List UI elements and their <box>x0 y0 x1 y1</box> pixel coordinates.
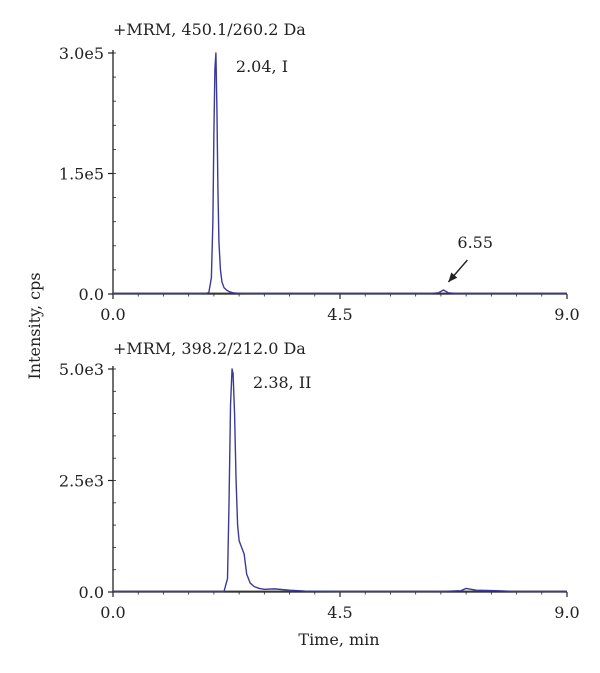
x-tick-label: 0.0 <box>100 305 125 324</box>
x-tick-label: 4.5 <box>327 603 352 622</box>
x-axis-label: Time, min <box>298 630 379 649</box>
y-tick-label: 3.0e5 <box>59 44 104 63</box>
x-tick-label: 4.5 <box>327 305 352 324</box>
annotation-arrowhead <box>448 272 458 282</box>
y-tick-label: 0.0 <box>79 285 104 304</box>
peak-annotation: 2.38, II <box>253 373 311 392</box>
peak-annotation: 2.04, I <box>236 57 288 76</box>
x-tick-label: 9.0 <box>554 603 579 622</box>
y-tick-label: 2.5e3 <box>59 472 104 491</box>
series-line <box>113 52 567 295</box>
y-tick-label: 5.0e3 <box>59 360 104 379</box>
series-line <box>113 368 567 593</box>
panel-2: +MRM, 398.2/212.0 Da 0.0 4.5 9.0 0.0 2.5e3 5.0… <box>59 339 580 622</box>
panel-1: +MRM, 450.1/260.2 Da 0.0 4.5 9.0 0.0 1.5e5 3.0… <box>59 20 580 324</box>
y-tick-label: 0.0 <box>79 583 104 602</box>
y-tick-label: 1.5e5 <box>59 165 104 184</box>
y-axis-label: Intensity, cps <box>25 272 44 379</box>
peak-annotation: 6.55 <box>457 233 493 252</box>
panel-title: +MRM, 398.2/212.0 Da <box>113 339 306 358</box>
panel-title: +MRM, 450.1/260.2 Da <box>113 20 306 39</box>
x-tick-label: 9.0 <box>554 305 579 324</box>
x-tick-label: 0.0 <box>100 603 125 622</box>
